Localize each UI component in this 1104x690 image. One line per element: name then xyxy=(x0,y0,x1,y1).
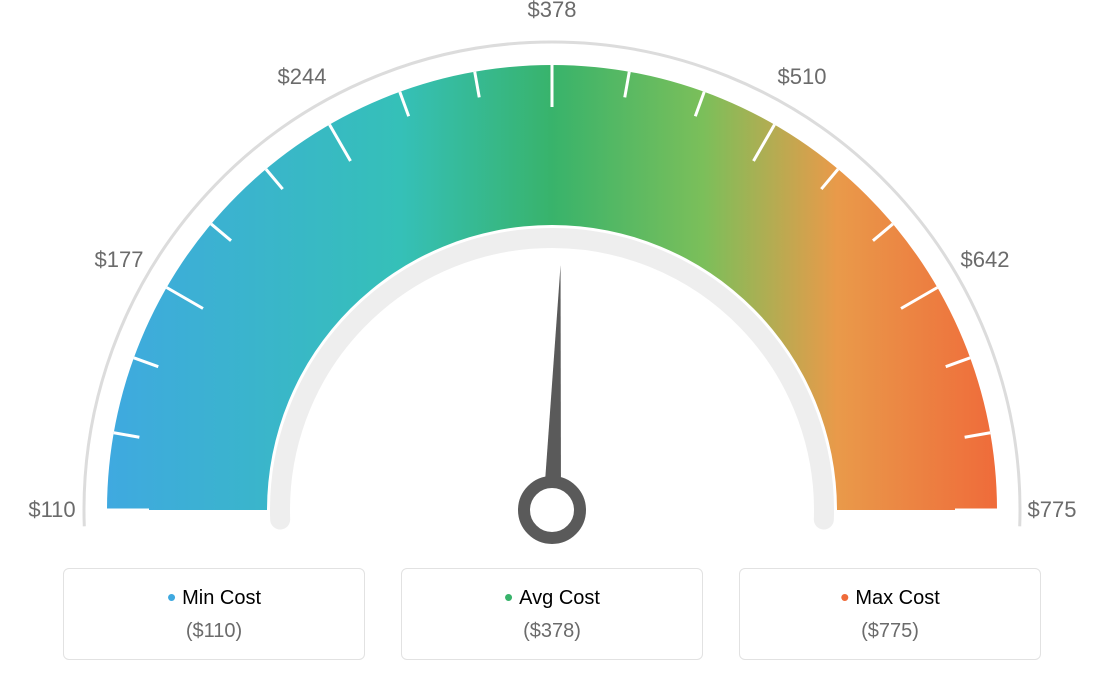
legend-title-avg: •Avg Cost xyxy=(402,587,702,610)
legend-title-max: •Max Cost xyxy=(740,587,1040,610)
legend-title-min: •Min Cost xyxy=(64,587,364,610)
legend-label-max: Max Cost xyxy=(855,587,939,609)
gauge-chart-container: $110$177$244$378$510$642$775 •Min Cost (… xyxy=(0,0,1104,690)
gauge-tick-label: $510 xyxy=(778,64,827,90)
dot-icon-avg: • xyxy=(504,582,513,612)
gauge-tick-label: $775 xyxy=(1028,497,1077,523)
legend-label-min: Min Cost xyxy=(182,587,261,609)
legend-value-max: ($775) xyxy=(740,620,1040,643)
gauge-tick-label: $378 xyxy=(528,0,577,23)
legend-label-avg: Avg Cost xyxy=(519,587,600,609)
gauge-tick-label: $177 xyxy=(95,247,144,273)
dot-icon-max: • xyxy=(840,582,849,612)
gauge-svg xyxy=(0,0,1104,560)
legend-row: •Min Cost ($110) •Avg Cost ($378) •Max C… xyxy=(0,568,1104,660)
legend-value-avg: ($378) xyxy=(402,620,702,643)
legend-card-avg: •Avg Cost ($378) xyxy=(401,568,703,660)
legend-card-max: •Max Cost ($775) xyxy=(739,568,1041,660)
gauge-area: $110 $177 $244 $378 $510 $642 $775 xyxy=(0,0,1104,560)
gauge-tick-label: $110 xyxy=(28,497,75,523)
gauge-tick-label: $642 xyxy=(961,247,1010,273)
legend-value-min: ($110) xyxy=(64,620,364,643)
dot-icon-min: • xyxy=(167,582,176,612)
gauge-tick-label: $244 xyxy=(278,64,327,90)
legend-card-min: •Min Cost ($110) xyxy=(63,568,365,660)
